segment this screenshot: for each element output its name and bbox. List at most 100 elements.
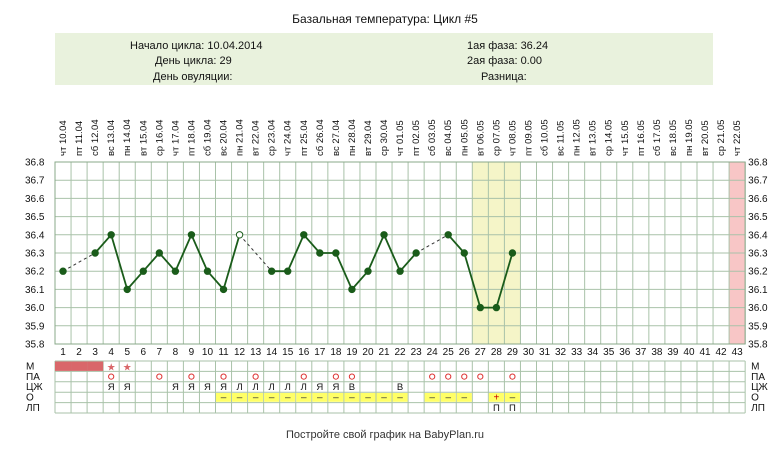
temp-line-segment	[126, 270, 144, 290]
o-bar-cell	[344, 393, 360, 402]
day-number: 4	[108, 347, 114, 358]
x-date-label: вт 29.04	[363, 120, 374, 156]
x-date-label: пн 12.05	[572, 119, 583, 156]
o-bar-cell	[440, 393, 456, 402]
y-tick-left: 36.7	[25, 176, 45, 187]
o-bar-cell	[248, 393, 264, 402]
chart-title: Базальная температура: Цикл #5	[292, 12, 478, 26]
day-number: 42	[716, 347, 728, 358]
x-date-label: пн 19.05	[684, 119, 695, 156]
temp-line-segment	[222, 234, 241, 290]
x-date-label: пт 02.05	[411, 120, 422, 156]
day-number: 27	[475, 347, 487, 358]
day-number: 17	[314, 347, 326, 358]
x-date-label: ср 23.04	[267, 120, 278, 156]
menstruation-cell	[71, 361, 88, 371]
temp-point	[284, 267, 292, 275]
x-date-label: вс 04.05	[443, 120, 454, 156]
o-dash-mark: –	[285, 393, 291, 404]
day-number: 18	[330, 347, 342, 358]
temp-point	[444, 231, 452, 239]
o-bar-cell	[488, 393, 504, 402]
day-number: 13	[250, 347, 262, 358]
day-number: 30	[523, 347, 535, 358]
temp-point	[396, 267, 404, 275]
mucus-mark: Я	[316, 382, 323, 393]
row-label-right: ПА	[751, 372, 765, 383]
temp-line-segment	[94, 234, 112, 254]
pa-mark	[445, 373, 452, 380]
temp-line-segment	[206, 270, 225, 290]
day-number: 21	[378, 347, 390, 358]
temp-point	[91, 249, 99, 257]
mucus-mark: Я	[204, 382, 211, 393]
o-bar-cell	[264, 393, 280, 402]
day-number: 38	[651, 347, 663, 358]
x-date-label: чт 10.04	[58, 120, 69, 156]
pa-mark	[156, 373, 163, 380]
y-tick-left: 36.2	[25, 267, 45, 278]
o-bar-cell	[360, 393, 376, 402]
day-number: 29	[507, 347, 519, 358]
x-date-label: пт 09.05	[523, 120, 534, 156]
temp-point	[348, 285, 356, 294]
day-number: 32	[555, 347, 567, 358]
x-date-label: сб 12.04	[90, 119, 101, 156]
row-label-left: ЦЖ	[26, 382, 43, 393]
x-date-label: сб 17.05	[652, 119, 663, 156]
x-date-label: вс 27.04	[331, 120, 342, 156]
pa-mark	[332, 373, 339, 380]
lp-mark: П	[509, 403, 516, 414]
day-number: 20	[362, 347, 374, 358]
y-tick-left: 36.4	[25, 230, 45, 241]
o-dash-mark: –	[429, 393, 435, 404]
temp-point	[476, 303, 485, 312]
y-tick-left: 36.8	[25, 158, 45, 169]
x-date-label: вс 18.05	[668, 120, 679, 156]
y-tick-left: 36.5	[25, 212, 45, 223]
x-date-label: пт 16.05	[636, 120, 647, 156]
x-date-label: сб 10.05	[540, 119, 551, 156]
temp-point	[380, 231, 388, 239]
temp-point	[187, 231, 196, 239]
day-number: 43	[732, 347, 744, 358]
day-number: 16	[298, 347, 310, 358]
day-number: 8	[173, 347, 179, 358]
mucus-mark: Я	[124, 382, 131, 393]
phase-1-average: 1ая фаза: 36.24	[467, 40, 549, 52]
footer-link[interactable]: Постройте свой график на BabyPlan.ru	[285, 429, 485, 441]
x-date-label: вт 22.04	[251, 120, 262, 156]
x-date-label: чт 22.05	[732, 120, 743, 156]
x-date-label: вс 13.04	[106, 120, 117, 156]
day-number: 31	[539, 347, 551, 358]
temp-point	[332, 249, 340, 257]
temp-line-segment	[110, 234, 129, 290]
o-dash-mark: –	[221, 393, 227, 404]
pa-mark	[348, 373, 356, 380]
pa-mark	[220, 373, 227, 380]
row-label-left: ПА	[26, 372, 40, 383]
x-date-label: чт 08.05	[507, 120, 518, 156]
temp-line-segment	[190, 234, 209, 272]
cycle-day: День цикла: 29	[155, 55, 232, 67]
o-bar-cell	[312, 393, 328, 402]
temp-point	[203, 267, 212, 275]
o-bar-cell	[328, 393, 344, 402]
lp-mark: П	[493, 403, 500, 414]
day-number: 15	[282, 347, 294, 358]
x-date-label: вт 20.05	[700, 120, 711, 156]
day-number: 41	[699, 347, 711, 358]
o-bar-cell	[216, 393, 232, 402]
x-date-label: вт 06.05	[475, 120, 486, 156]
temp-point	[123, 285, 131, 294]
x-date-label: пн 28.04	[347, 119, 358, 156]
mucus-mark: Л	[301, 382, 307, 393]
day-number: 2	[76, 347, 82, 358]
temp-line-segment	[463, 252, 482, 308]
temp-point	[59, 267, 67, 275]
o-dash-mark: –	[269, 393, 275, 404]
o-bar-cell	[424, 393, 440, 402]
row-label-left: М	[26, 361, 34, 372]
o-bar-cell	[232, 393, 248, 402]
temp-point	[139, 267, 147, 275]
